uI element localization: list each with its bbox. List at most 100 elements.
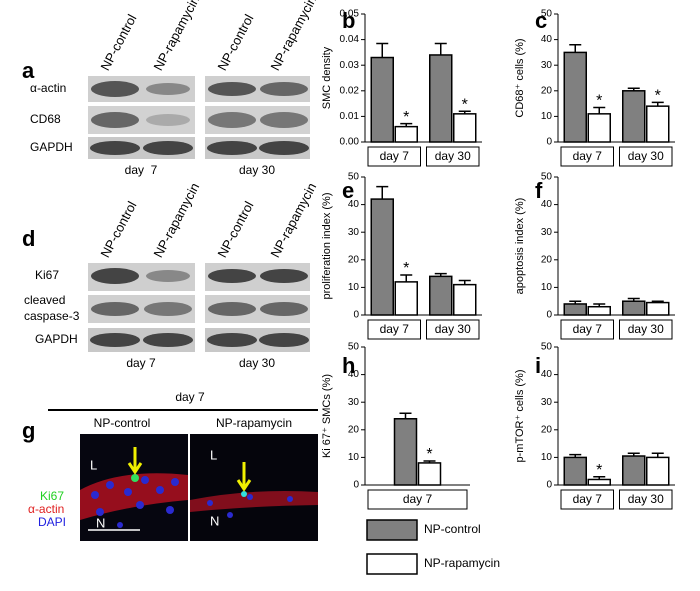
band — [260, 82, 308, 96]
y-axis-label: apoptosis index (%) — [514, 198, 526, 295]
y-tick-label: 0 — [546, 310, 552, 321]
row-label: GAPDH — [35, 332, 78, 346]
bar — [622, 300, 646, 316]
panel-letter: e — [342, 178, 354, 203]
column-label: NP-control — [97, 12, 139, 73]
error-bar — [434, 42, 447, 55]
region-label: L — [210, 447, 217, 462]
bar — [370, 198, 394, 316]
y-tick-label: 50 — [541, 342, 553, 353]
bar — [394, 125, 418, 143]
x-tick-label: day 7 — [403, 492, 433, 506]
error-bar — [627, 452, 640, 457]
day-label: day 7 — [126, 356, 156, 370]
y-tick-label: 0 — [353, 310, 359, 321]
error-bar — [376, 42, 389, 58]
y-tick-label: 30 — [541, 60, 553, 71]
y-tick-label: 50 — [348, 342, 360, 353]
y-tick-label: 40 — [541, 199, 553, 210]
y-tick-label: 50 — [541, 172, 553, 183]
category-box — [619, 319, 673, 340]
x-tick-label: day 7 — [573, 149, 603, 163]
column-label: NP-control — [214, 12, 256, 73]
error-bar — [569, 453, 582, 458]
error-bar — [423, 460, 436, 463]
panel-letter: f — [535, 178, 543, 203]
error-bar — [593, 106, 606, 114]
y-tick-label: 0.05 — [340, 9, 360, 20]
band — [208, 82, 256, 96]
legend-label: NP-control — [424, 522, 481, 536]
band — [146, 270, 190, 282]
band — [143, 141, 193, 155]
band — [208, 269, 256, 283]
significance-marker: * — [426, 446, 432, 463]
y-tick-label: 20 — [348, 254, 360, 265]
bar — [622, 90, 646, 143]
category-box — [619, 489, 673, 510]
region-label: N — [210, 513, 219, 528]
error-bar — [376, 185, 389, 200]
legend-swatch — [366, 553, 418, 575]
bar — [622, 455, 646, 486]
category-box — [619, 146, 673, 167]
y-tick-label: 0.00 — [340, 137, 360, 148]
panel-letter: c — [535, 8, 547, 33]
band — [259, 333, 309, 347]
bar — [563, 456, 587, 486]
significance-marker: * — [403, 109, 409, 126]
x-tick-label: day 7 — [380, 322, 410, 336]
y-axis-label: p-mTOR⁺ cells (%) — [514, 370, 526, 463]
bar — [453, 113, 477, 143]
error-bar — [593, 303, 606, 307]
y-tick-label: 10 — [348, 282, 360, 293]
category-box — [367, 319, 421, 340]
bar — [370, 56, 394, 143]
error-bar — [651, 452, 664, 458]
y-tick-label: 30 — [348, 397, 360, 408]
band — [260, 302, 308, 316]
column-label: NP-control — [214, 199, 256, 260]
band — [208, 302, 256, 316]
arrow — [127, 447, 143, 475]
y-tick-label: 10 — [541, 452, 553, 463]
y-tick-label: 50 — [348, 172, 360, 183]
x-tick-label: day 30 — [435, 149, 471, 163]
panel-letter: d — [22, 226, 35, 251]
row-label: GAPDH — [30, 140, 73, 154]
band — [91, 268, 139, 284]
significance-marker: * — [596, 462, 602, 479]
ki67-cell — [241, 491, 247, 497]
bar — [587, 478, 611, 486]
band — [260, 112, 308, 128]
y-tick-label: 0 — [546, 480, 552, 491]
micrograph-subtitle: NP-control — [94, 416, 151, 430]
bar — [394, 281, 418, 316]
legend-label: NP-rapamycin — [424, 556, 500, 570]
row-label: α-actin — [30, 81, 66, 95]
y-tick-label: 30 — [541, 227, 553, 238]
error-bar — [400, 274, 413, 282]
significance-marker: * — [403, 260, 409, 277]
bar — [646, 301, 670, 316]
y-tick-label: 40 — [541, 34, 553, 45]
bar — [646, 456, 670, 486]
micrograph-title: day 7 — [175, 390, 205, 404]
y-tick-label: 40 — [348, 369, 360, 380]
error-bar — [434, 272, 447, 277]
bar — [646, 105, 670, 143]
day-label: day 30 — [239, 163, 275, 177]
y-axis-label: CD68⁺ cells (%) — [514, 38, 526, 117]
panel-letter: i — [535, 353, 541, 378]
legend-swatch — [366, 519, 418, 541]
stain-label: Ki67 — [40, 489, 64, 503]
band — [207, 333, 257, 347]
bar — [453, 283, 477, 316]
x-tick-label: day 30 — [628, 149, 664, 163]
panel-letter: b — [342, 8, 355, 33]
bar — [587, 305, 611, 316]
band — [91, 302, 139, 316]
error-bar — [627, 297, 640, 302]
column-label: NP-rapamycin — [267, 0, 319, 73]
